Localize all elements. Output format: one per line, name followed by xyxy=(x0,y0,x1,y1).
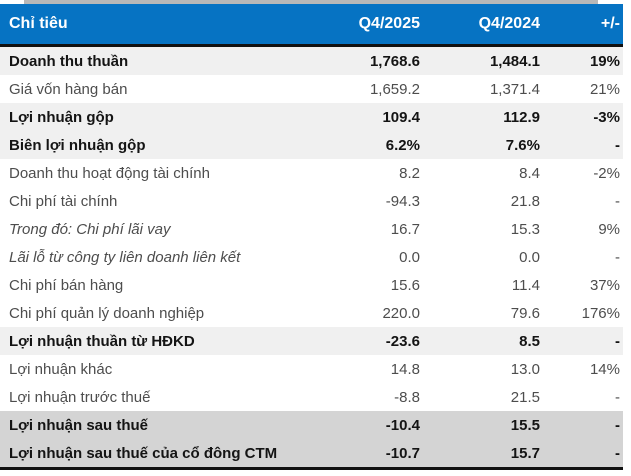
row-value-q4-2024: 8.5 xyxy=(519,332,540,350)
row-label: Lợi nhuận trước thuế xyxy=(9,388,151,406)
row-value-change: - xyxy=(615,136,620,154)
row-label: Chi phí tài chính xyxy=(9,192,118,210)
row-label: Lợi nhuận gộp xyxy=(9,108,114,126)
row-value-q4-2025: 0.0 xyxy=(399,248,420,266)
row-label: Lợi nhuận thuần từ HĐKD xyxy=(9,332,195,350)
top-edge-artifact xyxy=(24,0,598,4)
row-value-change: 176% xyxy=(581,304,620,322)
row-label: Giá vốn hàng bán xyxy=(9,80,128,98)
table-row: Lợi nhuận trước thuế -8.8 21.5 - xyxy=(0,383,623,411)
header-cell-criteria: Chỉ tiêu xyxy=(9,15,68,32)
row-value-q4-2025: 220.0 xyxy=(382,304,420,322)
row-label: Lợi nhuận sau thuế của cổ đông CTM xyxy=(9,444,278,462)
header-cell-q4-2025: Q4/2025 xyxy=(358,15,420,32)
table-row: Biên lợi nhuận gộp 6.2% 7.6% - xyxy=(0,131,623,159)
header-cell-change: +/- xyxy=(600,15,620,32)
table-body: Doanh thu thuần 1,768.6 1,484.1 19% Giá … xyxy=(0,47,623,470)
table-row: Chi phí quản lý doanh nghiệp 220.0 79.6 … xyxy=(0,299,623,327)
row-label: Lợi nhuận khác xyxy=(9,360,113,378)
row-value-q4-2025: 109.4 xyxy=(382,108,420,126)
row-value-q4-2024: 1,371.4 xyxy=(489,80,540,98)
row-value-q4-2024: 79.6 xyxy=(510,304,540,322)
row-value-change: 37% xyxy=(589,276,620,294)
row-value-q4-2025: -8.8 xyxy=(394,388,420,406)
row-value-change: - xyxy=(615,332,620,350)
row-value-change: -3% xyxy=(593,108,620,126)
header-cell-q4-2024: Q4/2024 xyxy=(478,15,540,32)
row-value-q4-2025: -10.7 xyxy=(385,444,420,462)
row-value-change: 9% xyxy=(598,220,620,238)
row-value-q4-2024: 112.9 xyxy=(503,108,540,126)
income-statement-table: Chỉ tiêu Q4/2025 Q4/2024 +/- Doanh thu t… xyxy=(0,4,623,470)
table-row: Lợi nhuận khác 14.8 13.0 14% xyxy=(0,355,623,383)
row-value-change: 21% xyxy=(589,80,620,98)
table-row: Chi phí bán hàng 15.6 11.4 37% xyxy=(0,271,623,299)
row-value-q4-2025: -23.6 xyxy=(385,332,420,350)
row-value-q4-2024: 21.8 xyxy=(510,192,540,210)
row-value-q4-2024: 15.3 xyxy=(510,220,540,238)
table-row: Lợi nhuận thuần từ HĐKD -23.6 8.5 - xyxy=(0,327,623,355)
table-row: Lợi nhuận sau thuế -10.4 15.5 - xyxy=(0,411,623,439)
row-value-change: 14% xyxy=(589,360,620,378)
row-value-q4-2024: 0.0 xyxy=(519,248,540,266)
row-label: Lợi nhuận sau thuế xyxy=(9,416,148,434)
row-label: Doanh thu hoạt động tài chính xyxy=(9,164,210,182)
row-value-q4-2025: -94.3 xyxy=(385,192,420,210)
row-label: Doanh thu thuần xyxy=(9,52,129,70)
row-value-q4-2024: 7.6% xyxy=(505,136,540,154)
row-value-change: -2% xyxy=(593,164,620,182)
row-value-q4-2024: 13.0 xyxy=(510,360,540,378)
table-row: Trong đó: Chi phí lãi vay 16.7 15.3 9% xyxy=(0,215,623,243)
row-value-q4-2025: 15.6 xyxy=(390,276,420,294)
row-value-change: - xyxy=(615,388,620,406)
row-label: Lãi lỗ từ công ty liên doanh liên kết xyxy=(9,248,241,266)
row-value-q4-2025: 1,659.2 xyxy=(369,80,420,98)
row-value-q4-2025: 16.7 xyxy=(390,220,420,238)
row-value-q4-2025: 8.2 xyxy=(399,164,420,182)
table-row: Giá vốn hàng bán 1,659.2 1,371.4 21% xyxy=(0,75,623,103)
row-value-change: - xyxy=(615,192,620,210)
row-value-q4-2025: -10.4 xyxy=(385,416,420,434)
row-value-change: - xyxy=(615,444,620,462)
table-header-row: Chỉ tiêu Q4/2025 Q4/2024 +/- xyxy=(0,4,623,47)
row-value-q4-2025: 6.2% xyxy=(385,136,420,154)
row-value-q4-2024: 15.7 xyxy=(510,444,540,462)
row-value-change: - xyxy=(615,416,620,434)
row-label: Trong đó: Chi phí lãi vay xyxy=(9,220,171,238)
table-row: Chi phí tài chính -94.3 21.8 - xyxy=(0,187,623,215)
row-value-q4-2025: 14.8 xyxy=(390,360,420,378)
row-label: Biên lợi nhuận gộp xyxy=(9,136,146,154)
row-value-change: 19% xyxy=(589,52,620,70)
row-label: Chi phí bán hàng xyxy=(9,276,124,294)
table-row: Doanh thu thuần 1,768.6 1,484.1 19% xyxy=(0,47,623,75)
row-value-change: - xyxy=(615,248,620,266)
row-value-q4-2024: 8.4 xyxy=(519,164,540,182)
row-value-q4-2024: 1,484.1 xyxy=(489,52,540,70)
row-value-q4-2025: 1,768.6 xyxy=(369,52,420,70)
row-value-q4-2024: 21.5 xyxy=(510,388,540,406)
table-row: Doanh thu hoạt động tài chính 8.2 8.4 -2… xyxy=(0,159,623,187)
row-value-q4-2024: 11.4 xyxy=(511,276,540,294)
table-row: Lãi lỗ từ công ty liên doanh liên kết 0.… xyxy=(0,243,623,271)
table-row: Lợi nhuận sau thuế của cổ đông CTM -10.7… xyxy=(0,439,623,470)
row-label: Chi phí quản lý doanh nghiệp xyxy=(9,304,205,322)
table-row: Lợi nhuận gộp 109.4 112.9 -3% xyxy=(0,103,623,131)
row-value-q4-2024: 15.5 xyxy=(510,416,540,434)
